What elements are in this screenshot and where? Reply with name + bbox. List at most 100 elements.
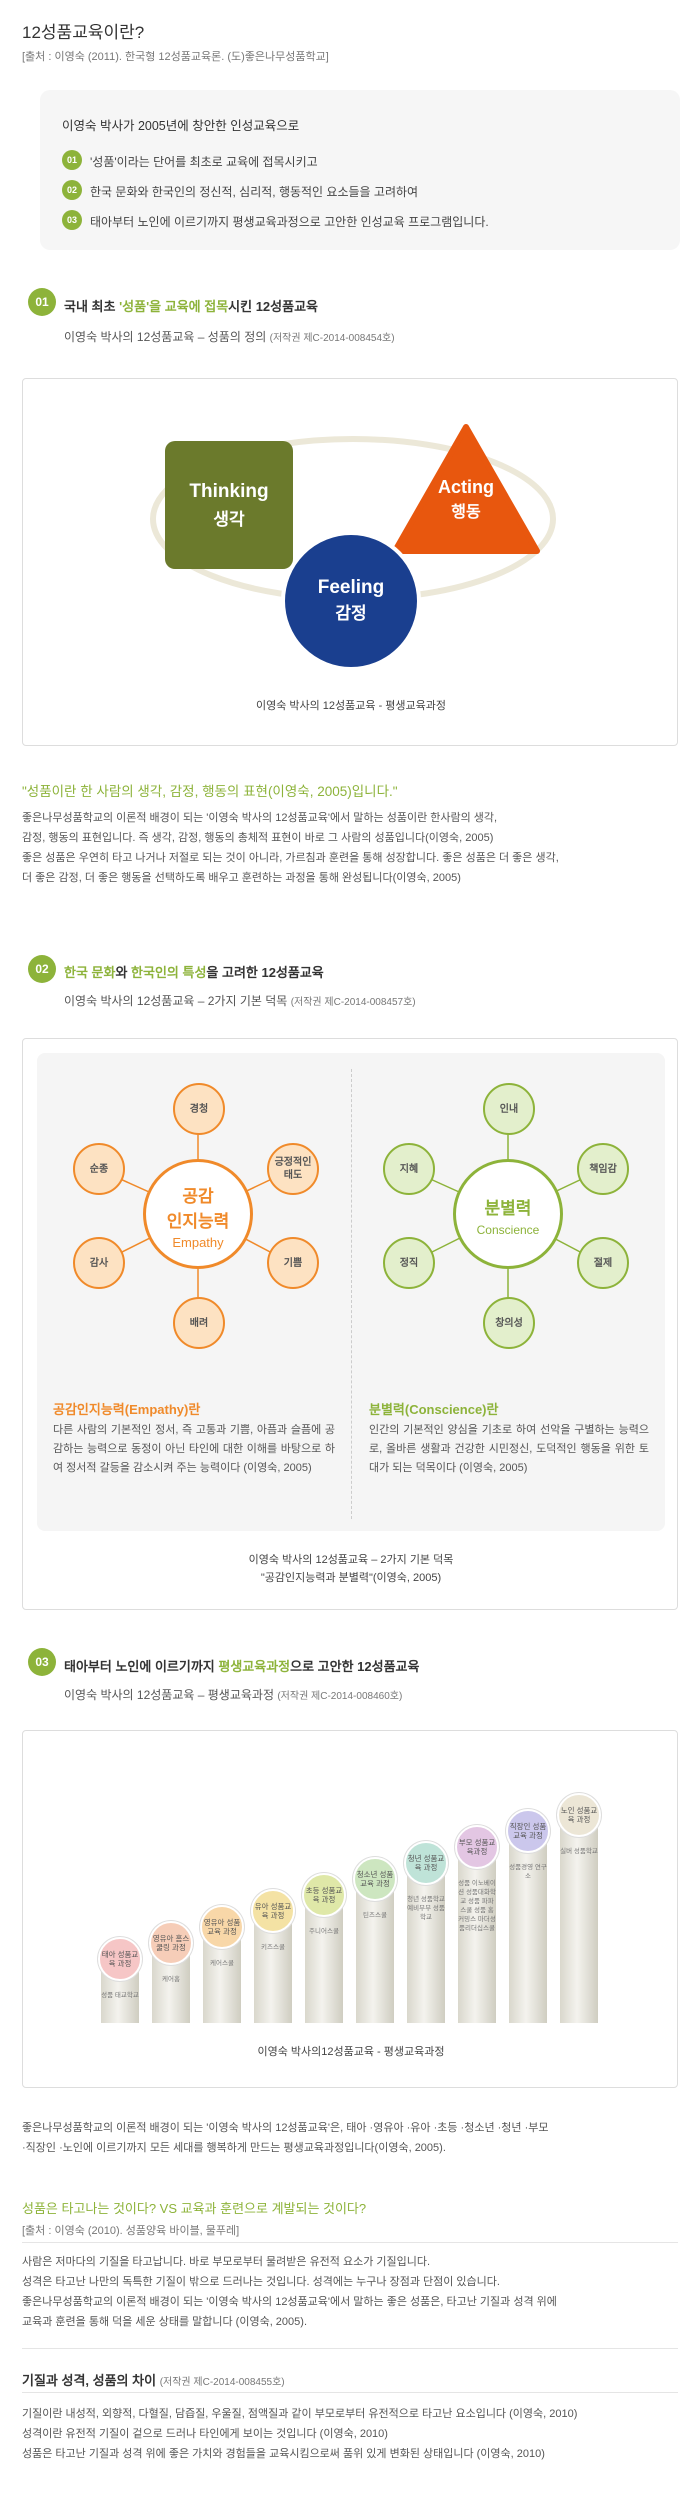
lifelong-step-cap: 영유아 홈스쿨링 과정 (149, 1921, 193, 1965)
intro-num-badge: 03 (62, 210, 82, 230)
conscience-center-en: Conscience (476, 1223, 540, 1237)
intro-box (40, 90, 680, 250)
empathy-heading: 공감인지능력(Empathy)란 (53, 1402, 201, 1417)
empathy-item: 순종 (73, 1143, 125, 1195)
section-3-title-pre: 태아부터 노인에 이르기까지 (64, 1659, 219, 1674)
section-1-subtitle-text: 이영숙 박사의 12성품교육 – 성품의 정의 (64, 330, 267, 344)
lifelong-step-cap: 직장인 성품교육 과정 (506, 1809, 550, 1853)
lifelong-step-cylinder (254, 1919, 292, 2023)
conscience-heading: 분별력(Conscience)란 (369, 1402, 499, 1417)
section-2-title: 한국 문화와 한국인의 특성을 고려한 12성품교육 (64, 962, 324, 981)
empathy-item: 긍정적인 태도 (267, 1143, 319, 1195)
lifelong-step-label: 주니어스쿨 (309, 1928, 339, 1935)
section-2-title-hl2: 한국인의 특성 (131, 965, 207, 980)
conscience-item: 창의성 (483, 1297, 535, 1349)
lifelong-step-cap: 영유아 성품교육 과정 (200, 1905, 244, 1949)
paragraph-line: 좋은나무성품학교의 이론적 배경이 되는 '이영숙 박사의 12성품교육'에서 … (22, 2296, 557, 2308)
intro-item-text: 태아부터 노인에 이르기까지 평생교육과정으로 고안한 인성교육 프로그램입니다… (90, 215, 489, 229)
acting-triangle (392, 424, 540, 554)
intro-title: 이영숙 박사가 2005년에 창안한 인성교육으로 (62, 119, 300, 133)
conscience-item: 지혜 (383, 1143, 435, 1195)
conscience-item: 책임감 (577, 1143, 629, 1195)
section-1-paragraph: 좋은나무성품학교의 이론적 배경이 되는 '이영숙 박사의 12성품교육'에서 … (22, 808, 559, 888)
section-2-caption-2: "공감인지능력과 분별력"(이영숙, 2005) (260, 1572, 442, 1584)
section-4-source: [출처 : 이영숙 (2010). 성품양육 바이블, 물푸레] (22, 2225, 240, 2237)
intro-num-badge: 01 (62, 150, 82, 170)
lifelong-step-cap: 초등 성품교육 과정 (302, 1873, 346, 1917)
section-3-paragraph: 좋은나무성품학교의 이론적 배경이 되는 '이영숙 박사의 12성품교육'은, … (22, 2118, 548, 2158)
section-1-title-pre: 국내 최초 (64, 299, 120, 314)
empathy-item: 기쁨 (267, 1237, 319, 1289)
section-2-panel: 공감 인지능력 Empathy 경청 긍정적인 태도 기쁨 배려 감사 순종 공… (22, 1038, 678, 1610)
intro-item-text: '성품'이라는 단어를 최초로 교육에 접목시키고 (90, 155, 318, 169)
section-3-subtitle: 이영숙 박사의 12성품교육 – 평생교육과정 (저작권 제C-2014-008… (64, 1686, 402, 1703)
paragraph-line: 성격은 타고난 나만의 독특한 기질이 밖으로 드러나는 것입니다. 성격에는 … (22, 2276, 500, 2288)
section-3-subtitle-text: 이영숙 박사의 12성품교육 – 평생교육과정 (64, 1688, 274, 1702)
section-4-paragraph: 사람은 저마다의 기질을 타고납니다. 바로 부모로부터 물려받은 유전적 요소… (22, 2252, 557, 2332)
conscience-item: 인내 (483, 1083, 535, 1135)
intro-item-text: 한국 문화와 한국인의 정신적, 심리적, 행동적인 요소들을 고려하여 (90, 185, 419, 199)
paragraph-line: 사람은 저마다의 기질을 타고납니다. 바로 부모로부터 물려받은 유전적 요소… (22, 2256, 431, 2268)
section-2-title-hl1: 한국 문화 (64, 965, 116, 980)
lifelong-step-label: 성품 이노베이션 성품대화학교 성품 파파스쿨 성품 홈커밍스 마더성품리더십스… (458, 1880, 496, 1932)
section-5-top-divider (22, 2348, 678, 2349)
section-1-title-post: 시킨 12성품교육 (228, 299, 319, 314)
intro-num-badge: 02 (62, 180, 82, 200)
feeling-circle: Feeling 감정 (281, 531, 421, 671)
acting-label-en: Acting (438, 477, 494, 497)
empathy-item: 배려 (173, 1297, 225, 1349)
section-3-copyright: (저작권 제C-2014-008460호) (277, 1691, 403, 1702)
empathy-center-ko1: 공감 (182, 1187, 214, 1206)
section-4-title: 성품은 타고나는 것이다? VS 교육과 훈련으로 계발되는 것이다? (22, 2201, 367, 2216)
section-5-divider (22, 2392, 678, 2393)
empathy-center-en: Empathy (172, 1235, 224, 1250)
paragraph-line: 좋은나무성품학교의 이론적 배경이 되는 '이영숙 박사의 12성품교육'에서 … (22, 812, 498, 824)
paragraph-line: 감정, 행동의 표현입니다. 즉 생각, 감정, 행동의 총체적 표현이 바로 … (22, 832, 494, 844)
lifelong-step-cap: 청년 성품교육 과정 (404, 1841, 448, 1885)
section-3-title: 태아부터 노인에 이르기까지 평생교육과정으로 고안한 12성품교육 (64, 1656, 419, 1675)
feeling-label-en: Feeling (317, 577, 385, 598)
section-1-diagram-panel: Thinking 생각 Acting 행동 Feeling 감정 이영숙 박사의… (22, 378, 678, 746)
section-1-subtitle: 이영숙 박사의 12성품교육 – 성품의 정의 (저작권 제C-2014-008… (64, 328, 395, 345)
section-2-badge: 02 (28, 955, 56, 983)
section-2-copyright: (저작권 제C-2014-008457호) (290, 997, 416, 1008)
section-1-title-highlight: '성품'을 교육에 접목 (119, 299, 229, 314)
lifelong-step-cylinder (356, 1887, 394, 2023)
feeling-label-ko: 감정 (335, 604, 367, 623)
section-3-panel: 태아 성품교육 과정 성품 태교학교 영유아 홈스쿨링 과정 케어홈 영유아 성품교육 … (22, 1730, 678, 2088)
lifelong-step-cylinder (203, 1935, 241, 2023)
section-1-badge: 01 (28, 288, 56, 316)
lifelong-steps: 태아 성품교육 과정 성품 태교학교 영유아 홈스쿨링 과정 케어홈 영유아 성품교육 … (23, 1731, 679, 2031)
section-3-title-highlight: 평생교육과정 (218, 1659, 291, 1674)
paragraph-line: ·직장인 ·노인에 이르기까지 모든 세대를 행복하게 만드는 평생교육과정입니… (22, 2142, 446, 2154)
section-2-subtitle: 이영숙 박사의 12성품교육 – 2가지 기본 덕목 (저작권 제C-2014-… (64, 992, 416, 1009)
page-title: 12성품교육이란? (22, 23, 145, 42)
lifelong-step-cylinder (407, 1871, 445, 2023)
empathy-item: 경청 (173, 1083, 225, 1135)
lifelong-step-cap: 태아 성품교육 과정 (98, 1937, 142, 1981)
section-5-title: 기질과 성격, 성품의 차이 (저작권 제C-2014-008455호) (22, 2370, 285, 2389)
lifelong-step-cap: 노인 성품교육 과정 (557, 1793, 601, 1837)
paragraph-line: 좋은나무성품학교의 이론적 배경이 되는 '이영숙 박사의 12성품교육'은, … (22, 2122, 549, 2134)
paragraph-line: 성품은 타고난 기질과 성격 위에 좋은 가치와 경험들을 교육시킴으로써 품위… (22, 2448, 545, 2460)
section-1-title: 국내 최초 '성품'을 교육에 접목시킨 12성품교육 (64, 296, 318, 315)
lifelong-step-label: 성품경영 연구소 (509, 1864, 547, 1880)
section-1-quote: "성품이란 한 사람의 생각, 감정, 행동의 표현(이영숙, 2005)입니다… (22, 784, 398, 799)
lifelong-step-label: 성품 태교학교 (101, 1992, 139, 1999)
lifelong-step-label: 케어스쿨 (210, 1960, 234, 1967)
paragraph-line: 기질이란 내성적, 외향적, 다혈질, 담즙질, 우울질, 점액질과 같이 부모… (22, 2408, 578, 2420)
empathy-description: 다른 사람의 기본적인 정서, 즉 고통과 기쁨, 아픔과 슬픔에 공감하는 능… (53, 1424, 335, 1474)
conscience-center: 분별력 Conscience (453, 1159, 563, 1269)
paragraph-line: 성격이란 유전적 기질이 겉으로 드러나 타인에게 보이는 것입니다 (이영숙,… (22, 2428, 388, 2440)
empathy-center: 공감 인지능력 Empathy (143, 1159, 253, 1269)
lifelong-step-cylinder (560, 1823, 598, 2023)
acting-label: Acting 행동 (391, 477, 541, 522)
section-2-title-post: 을 고려한 12성품교육 (206, 965, 324, 980)
lifelong-step-label: 키즈스쿨 (261, 1944, 285, 1951)
conscience-item: 정직 (383, 1237, 435, 1289)
lifelong-step-cap: 청소년 성품교육 과정 (353, 1857, 397, 1901)
empathy-item: 감사 (73, 1237, 125, 1289)
lifelong-step-cap: 유아 성품교육 과정 (251, 1889, 295, 1933)
lifelong-step-cylinder (458, 1855, 496, 2023)
thinking-box: Thinking 생각 (165, 441, 293, 569)
